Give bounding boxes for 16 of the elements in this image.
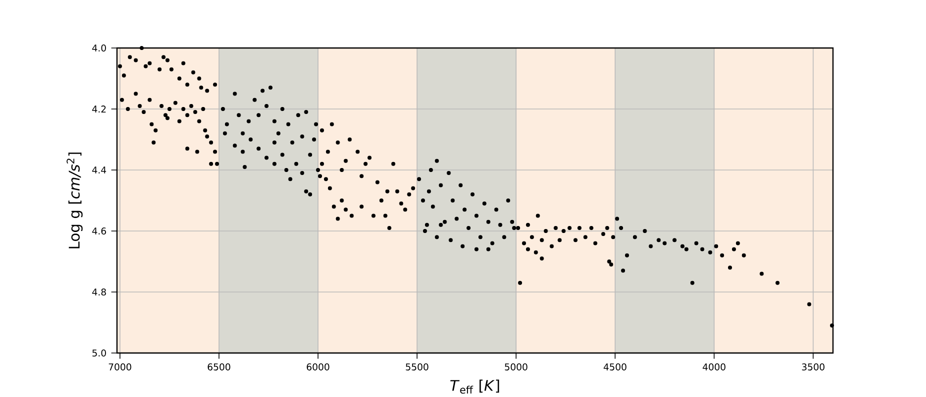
y-tick-label: 5.0 xyxy=(92,349,106,357)
x-tick-label: 6000 xyxy=(306,363,330,370)
x-tick-label: 4000 xyxy=(702,363,726,370)
x-tick-label: 7000 xyxy=(108,363,132,370)
x-tick-label: 5000 xyxy=(504,363,528,370)
x-tick-label: 5500 xyxy=(406,363,428,370)
y-tick-label: 4.2 xyxy=(92,106,106,112)
x-tick-label: 6500 xyxy=(208,363,230,370)
y-tick-label: 4.0 xyxy=(92,44,106,52)
y-tick-label: 4.6 xyxy=(92,227,106,235)
x-tick-label: 4500 xyxy=(604,363,626,370)
y-axis-title: Log g [cm/s$^{2}$] xyxy=(66,152,83,248)
y-tick-label: 4.8 xyxy=(92,288,106,296)
x-tick-label: 3500 xyxy=(802,363,824,370)
y-tick-label: 4.4 xyxy=(92,166,106,174)
x-axis-title: T$_{eff}$ [K] xyxy=(450,380,500,394)
